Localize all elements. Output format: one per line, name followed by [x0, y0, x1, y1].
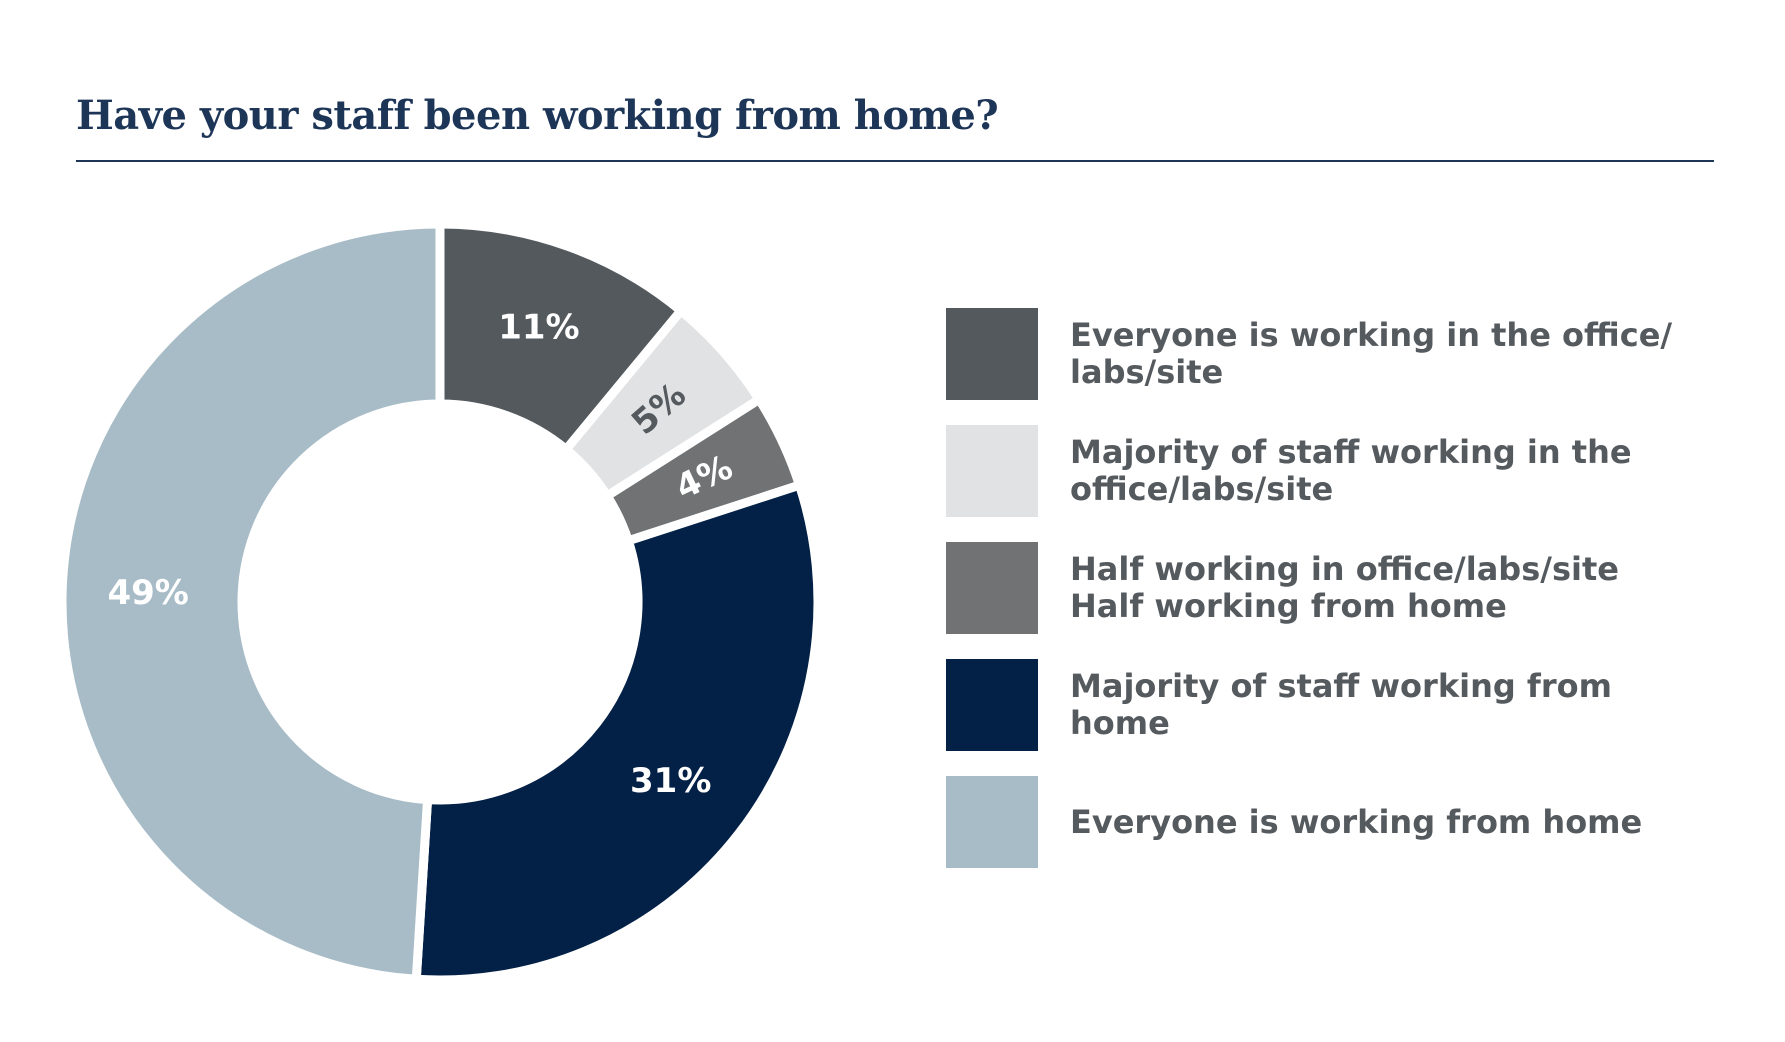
donut-chart: 11%5%4%31%49% — [60, 222, 820, 982]
legend-swatch-4 — [946, 659, 1038, 751]
donut-slice-5 — [60, 222, 445, 982]
donut-slice-1 — [435, 222, 688, 456]
legend-swatch-3 — [946, 542, 1038, 634]
slice-label-5: 49% — [107, 573, 188, 613]
legend-item-1: Everyone is working in the office/ labs/… — [946, 308, 1746, 400]
legend-swatch-5 — [946, 776, 1038, 868]
legend-swatch-1 — [946, 308, 1038, 400]
slice-label-1: 11% — [498, 307, 579, 347]
title-divider — [76, 160, 1714, 162]
legend-label-3: Half working in office/labs/site Half wo… — [1070, 550, 1619, 625]
legend-label-2: Majority of staff working in the office/… — [1070, 433, 1632, 508]
legend-item-4: Majority of staff working from home — [946, 659, 1746, 751]
legend-item-5: Everyone is working from home — [946, 776, 1746, 868]
legend-swatch-2 — [946, 425, 1038, 517]
legend-item-2: Majority of staff working in the office/… — [946, 425, 1746, 517]
donut-slice-4 — [411, 479, 820, 982]
legend-item-3: Half working in office/labs/site Half wo… — [946, 542, 1746, 634]
slice-label-4: 31% — [630, 761, 711, 801]
chart-title: Have your staff been working from home? — [76, 92, 999, 139]
legend-label-5: Everyone is working from home — [1070, 802, 1643, 841]
legend-label-1: Everyone is working in the office/ labs/… — [1070, 316, 1673, 391]
legend-label-4: Majority of staff working from home — [1070, 667, 1612, 742]
